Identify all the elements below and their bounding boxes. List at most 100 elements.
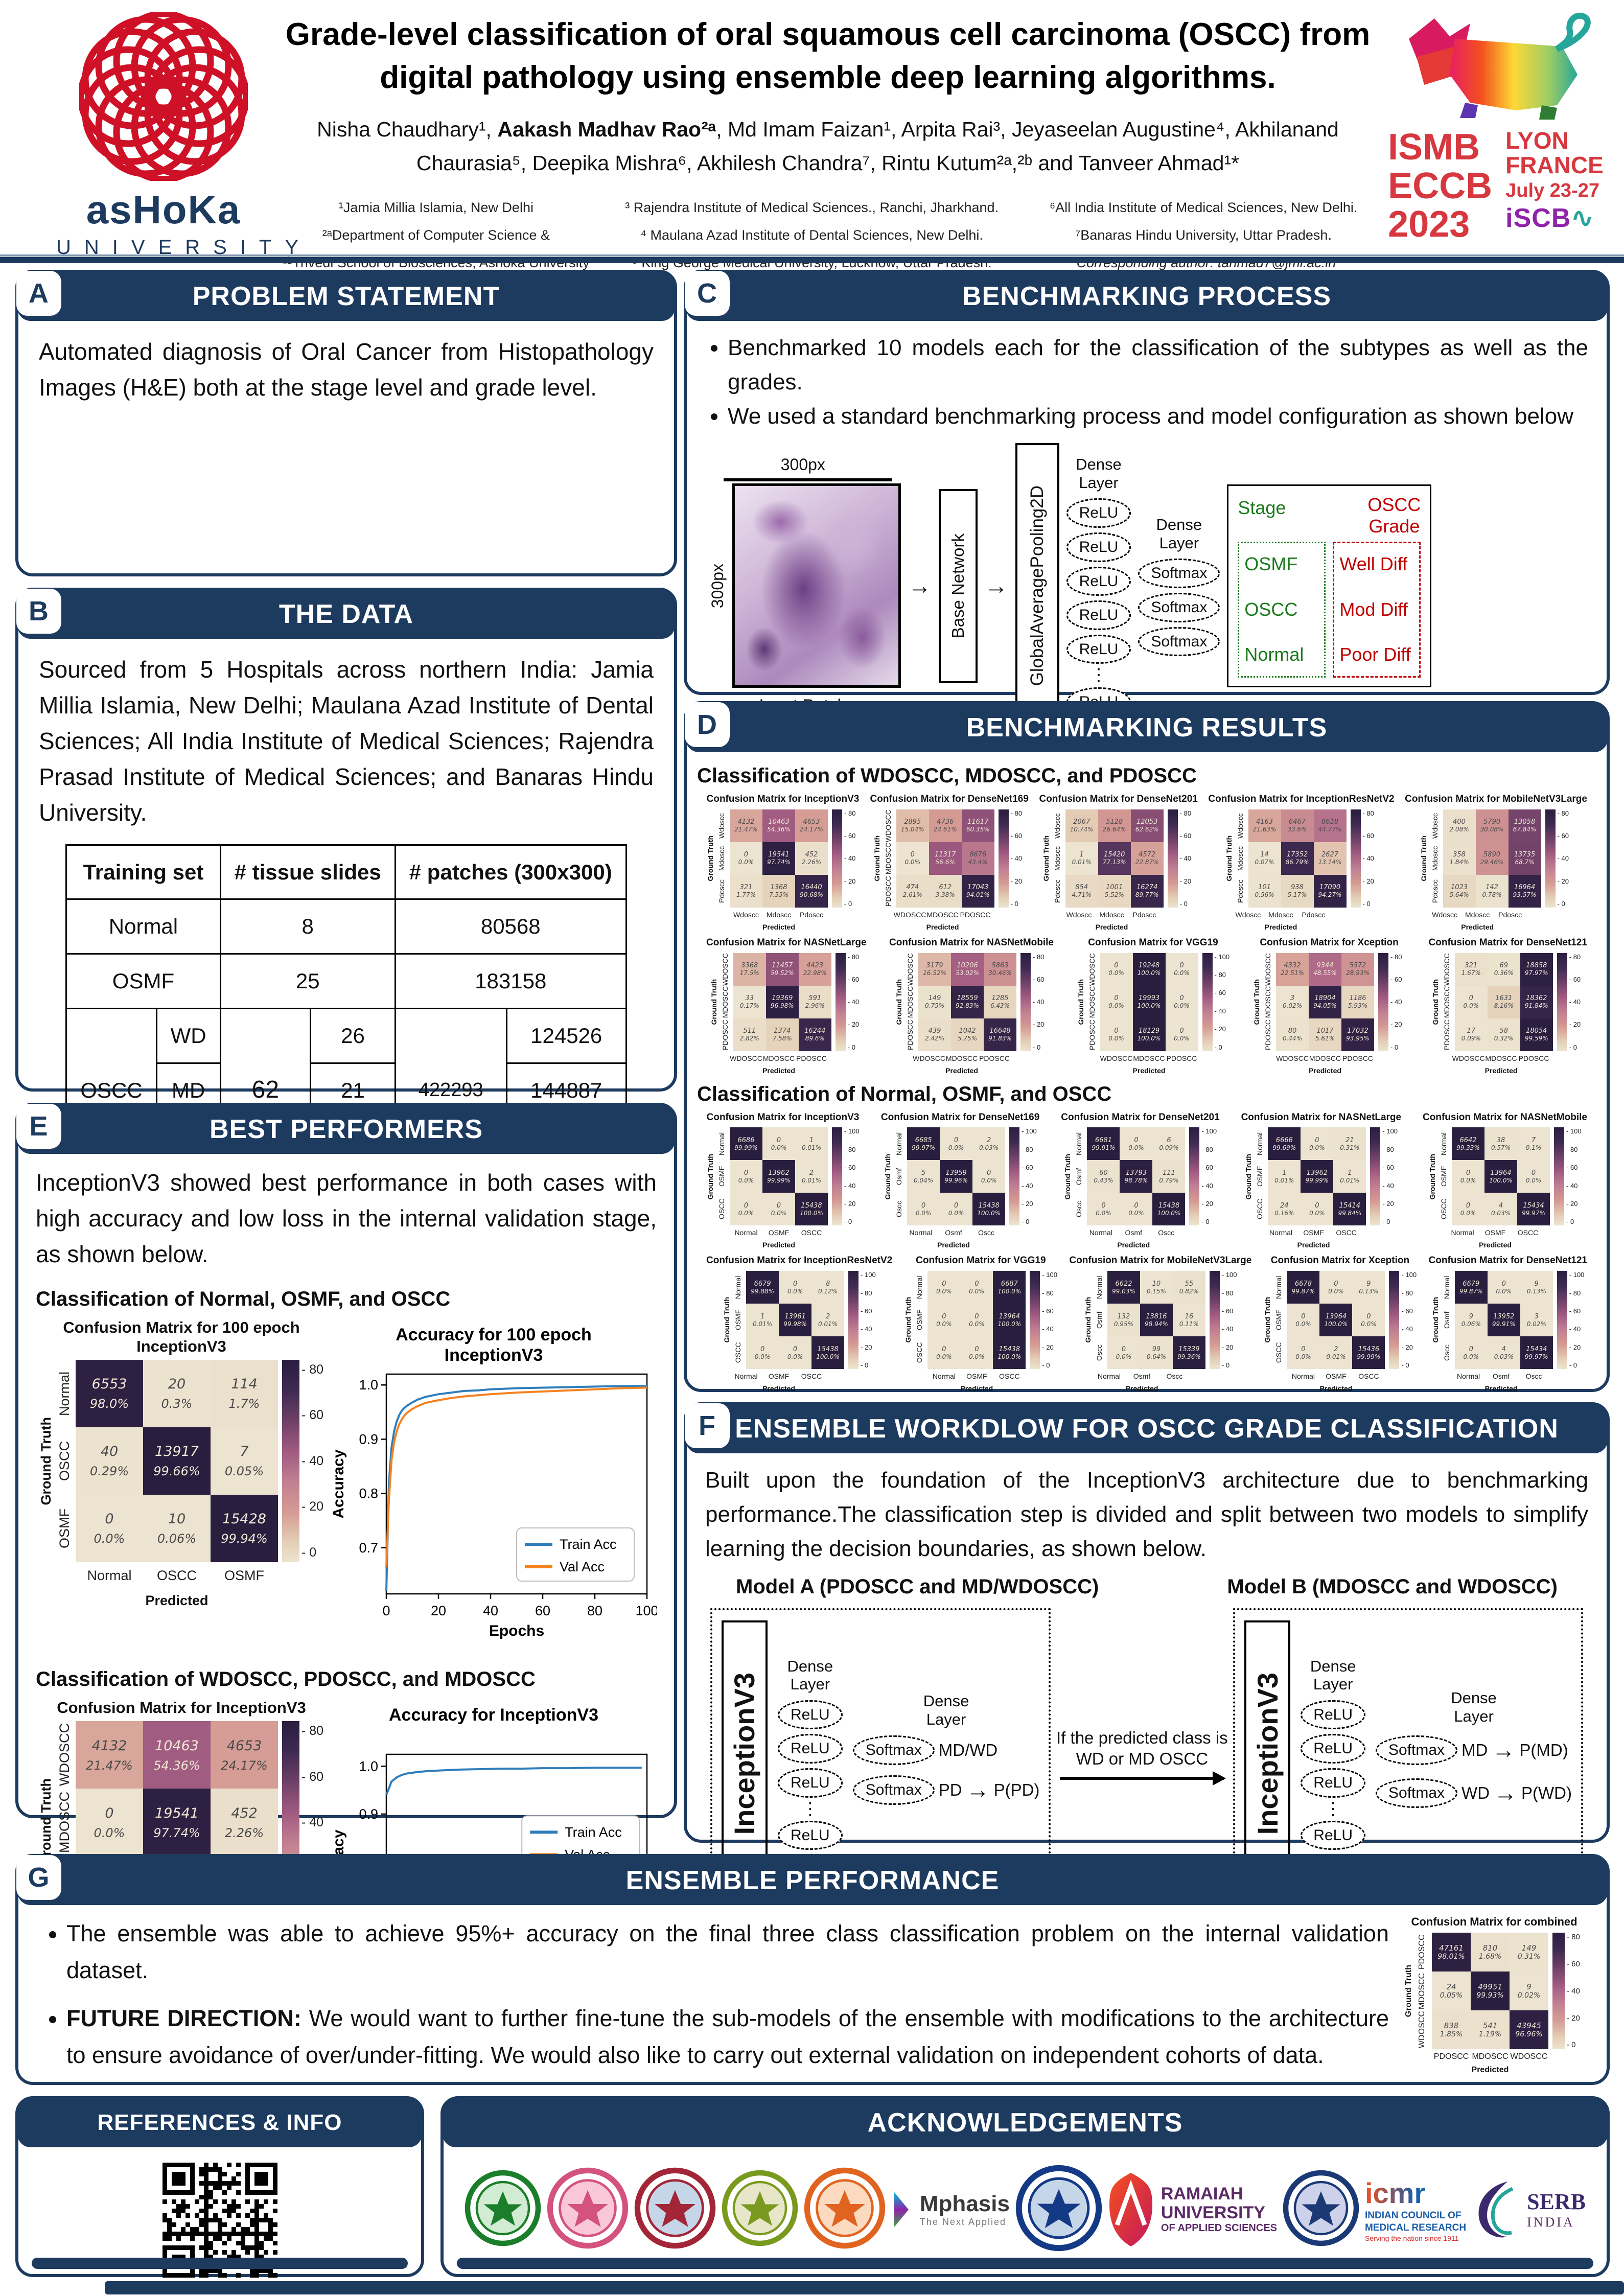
- heatmap-cell: 6 0.09%: [1152, 1127, 1186, 1161]
- x-tick-label: WDOSCC: [1510, 2052, 1548, 2061]
- confusion-matrix: Confusion Matrix for InceptionV3 Ground T…: [706, 1112, 860, 1249]
- x-tick-label: MDOSCC: [762, 1054, 795, 1062]
- predicted-axis-label: Predicted: [945, 1066, 978, 1075]
- confusion-matrix-title: Confusion Matrix for MobileNetV3Large: [1405, 794, 1587, 804]
- confusion-matrix: Confusion Matrix for DenseNet121 Ground T…: [1429, 937, 1587, 1075]
- heatmap-cell: 13964 100.0%: [1319, 1304, 1353, 1337]
- x-tick-label: OSCC: [1358, 1372, 1379, 1381]
- colorbar: ‐ 100‐ 80‐ 60‐ 40‐ 20‐ 0: [1370, 1127, 1398, 1226]
- heatmap-cell: 80 0.44%: [1276, 1018, 1309, 1051]
- x-tick-label: PDOSCC: [1342, 1054, 1373, 1062]
- x-tick-label: MDOSCC: [1309, 1054, 1341, 1062]
- relu-node: ReLU: [1301, 1820, 1365, 1850]
- heatmap-grid: 0 0.0% 0 0.0% 6687 100.0% 0 0.0% 0 0.0% 13964 100.0…: [927, 1271, 1026, 1370]
- relu-node: ReLU: [1066, 498, 1131, 528]
- heatmap-cell: 99 0.64%: [1140, 1336, 1173, 1370]
- ashoka-mandala-icon: [77, 10, 250, 183]
- heatmap-cell: 1 0.01%: [1333, 1160, 1366, 1193]
- heatmap-cell: 13964 100.0%: [993, 1304, 1026, 1337]
- heatmap-cell: 14 0.07%: [1248, 842, 1281, 875]
- y-tick-label: OSCC: [717, 1199, 726, 1220]
- heatmap-cell: 13962 99.99%: [1301, 1160, 1334, 1193]
- x-tick-label: PDOSCC: [960, 910, 991, 919]
- x-tick-label: Normal: [734, 1228, 758, 1237]
- stage-header: Stage: [1238, 497, 1286, 519]
- heatmap-cell: 0 0.0%: [1287, 1304, 1320, 1337]
- y-tick-label: Normal: [1442, 1275, 1451, 1299]
- heatmap-cell: 0 0.0%: [907, 1193, 940, 1226]
- heatmap-cell: 6642 99.33%: [1452, 1127, 1484, 1161]
- heatmap-cell: 3 0.02%: [1520, 1304, 1553, 1337]
- svg-text:Train Acc: Train Acc: [565, 1825, 622, 1840]
- heatmap-cell: 4653 24.17%: [211, 1721, 278, 1789]
- x-tick-label: Normal: [1097, 1372, 1121, 1381]
- heatmap-cell: 24 0.16%: [1268, 1193, 1301, 1226]
- relu-node: ReLU: [1301, 1734, 1365, 1764]
- heatmap-cell: 16648 91.83%: [984, 1018, 1017, 1051]
- section-a-title: PROBLEM STATEMENT: [192, 282, 500, 311]
- heatmap-cell: 591 2.96%: [798, 985, 831, 1018]
- confusion-matrix-title: Confusion Matrix for combined: [1411, 1915, 1577, 1928]
- heatmap-grid: 2067 10.74% 5128 26.64% 12053 62.62% 1 0.01% 154…: [1065, 809, 1164, 908]
- heatmap-cell: 47161 98.01%: [1432, 1933, 1471, 1972]
- x-tick-label: WDOSCC: [1452, 1054, 1485, 1062]
- predicted-axis-label: Predicted: [762, 1066, 795, 1075]
- svg-text:Accuracy for InceptionV3: Accuracy for InceptionV3: [389, 1705, 598, 1725]
- confusion-matrix-title: Confusion Matrix for DenseNet201: [1061, 1111, 1220, 1123]
- colorbar: ‐ 100‐ 80‐ 60‐ 40‐ 20‐ 0: [832, 1127, 860, 1226]
- heatmap-cell: 7 0.1%: [1517, 1127, 1550, 1161]
- x-tick-label: OSCC: [801, 1372, 822, 1381]
- arrow-icon: →: [1492, 1736, 1516, 1764]
- heatmap-cell: 15434 99.97%: [1520, 1336, 1553, 1370]
- heatmap-cell: 7 0.05%: [211, 1427, 278, 1495]
- softmax-node: Softmax: [1376, 1735, 1458, 1765]
- authors-part: Chaurasia⁵, Deepika Mishra⁶, Akhilesh Ch…: [416, 151, 1240, 175]
- heatmap-cell: 541 1.19%: [1471, 2010, 1510, 2050]
- heatmap-cell: 15438 100.0%: [1152, 1193, 1186, 1226]
- grade-class-list: Well Diff Mod Diff Poor Diff: [1333, 541, 1421, 678]
- section-c-badge: C: [685, 271, 730, 316]
- y-tick-label: Pdoscc: [1236, 879, 1244, 903]
- heatmap-cell: 149 0.31%: [1510, 1933, 1548, 1972]
- heatmap-cell: 938 5.17%: [1281, 874, 1314, 908]
- heatmap-cell: 4332 22.51%: [1276, 953, 1309, 986]
- heatmap-cell: 17043 94.01%: [961, 874, 994, 908]
- y-tick-label: PDOSCC: [906, 1019, 915, 1050]
- x-tick-label: Normal: [1269, 1228, 1293, 1237]
- confusion-matrix: Confusion Matrix for InceptionResNetV2 Gr…: [1208, 794, 1394, 931]
- x-tick-label: PDOSCC: [796, 1054, 827, 1062]
- heatmap-cell: 10 0.15%: [1140, 1271, 1173, 1304]
- authors-part: Nisha Chaudhary¹,: [317, 118, 498, 142]
- confusion-matrix-title: Confusion Matrix for NASNetLarge: [706, 937, 867, 948]
- confusion-matrix-title: Confusion Matrix for NASNetLarge: [1241, 1111, 1402, 1123]
- x-tick-label: Osmf: [945, 1228, 962, 1237]
- heatmap-cell: 18129 100.0%: [1132, 1018, 1166, 1051]
- section-g-title: ENSEMBLE PERFORMANCE: [625, 1866, 1000, 1895]
- section-b-title: THE DATA: [279, 599, 414, 629]
- heatmap-grid: 4163 21.63% 6467 33.6% 8618 44.77% 14 0.07% 1735…: [1248, 809, 1347, 908]
- ashoka-wordmark: asHoKa: [86, 187, 241, 232]
- heatmap-cell: 0 0.0%: [1287, 1336, 1320, 1370]
- x-tick-label: OSMF: [1484, 1228, 1506, 1237]
- heatmap-cell: 0 0.0%: [1352, 1304, 1385, 1337]
- confusion-matrix-title: Confusion Matrix for MobileNetV3Large: [1069, 1255, 1252, 1266]
- confusion-matrix: Confusion Matrix for NASNetLarge Ground T…: [706, 937, 867, 1075]
- x-tick-label: Normal: [932, 1372, 956, 1381]
- section-e-badge: E: [16, 1104, 61, 1149]
- predicted-axis-label: Predicted: [1471, 2066, 1509, 2075]
- heatmap-cell: 1017 5.61%: [1309, 1018, 1342, 1051]
- heatmap-cell: 3 0.02%: [1276, 985, 1309, 1018]
- heatmap-cell: 15438 100.0%: [993, 1336, 1026, 1370]
- section-references: REFERENCES & INFO: [15, 2096, 424, 2278]
- condition-text: If the predicted class is WD or MD OSCC: [1056, 1728, 1228, 1769]
- grade-class: Mod Diff: [1339, 598, 1408, 620]
- heatmap-cell: 0 0.0%: [779, 1271, 812, 1304]
- institution-seal-logo: [634, 2167, 716, 2252]
- confusion-matrix-row: Confusion Matrix for InceptionResNetV2 Gr…: [697, 1252, 1596, 1396]
- y-tick-label: Oscc: [1442, 1344, 1451, 1361]
- gap-box: GlobalAveragePooling2D: [1015, 443, 1059, 729]
- heatmap-cell: 0 0.0%: [1301, 1127, 1334, 1161]
- heatmap-cell: 0 0.0%: [1487, 1271, 1520, 1304]
- heatmap-grid: 3368 17.5% 11457 59.52% 4423 22.98% 33 0.17% 193…: [733, 953, 831, 1051]
